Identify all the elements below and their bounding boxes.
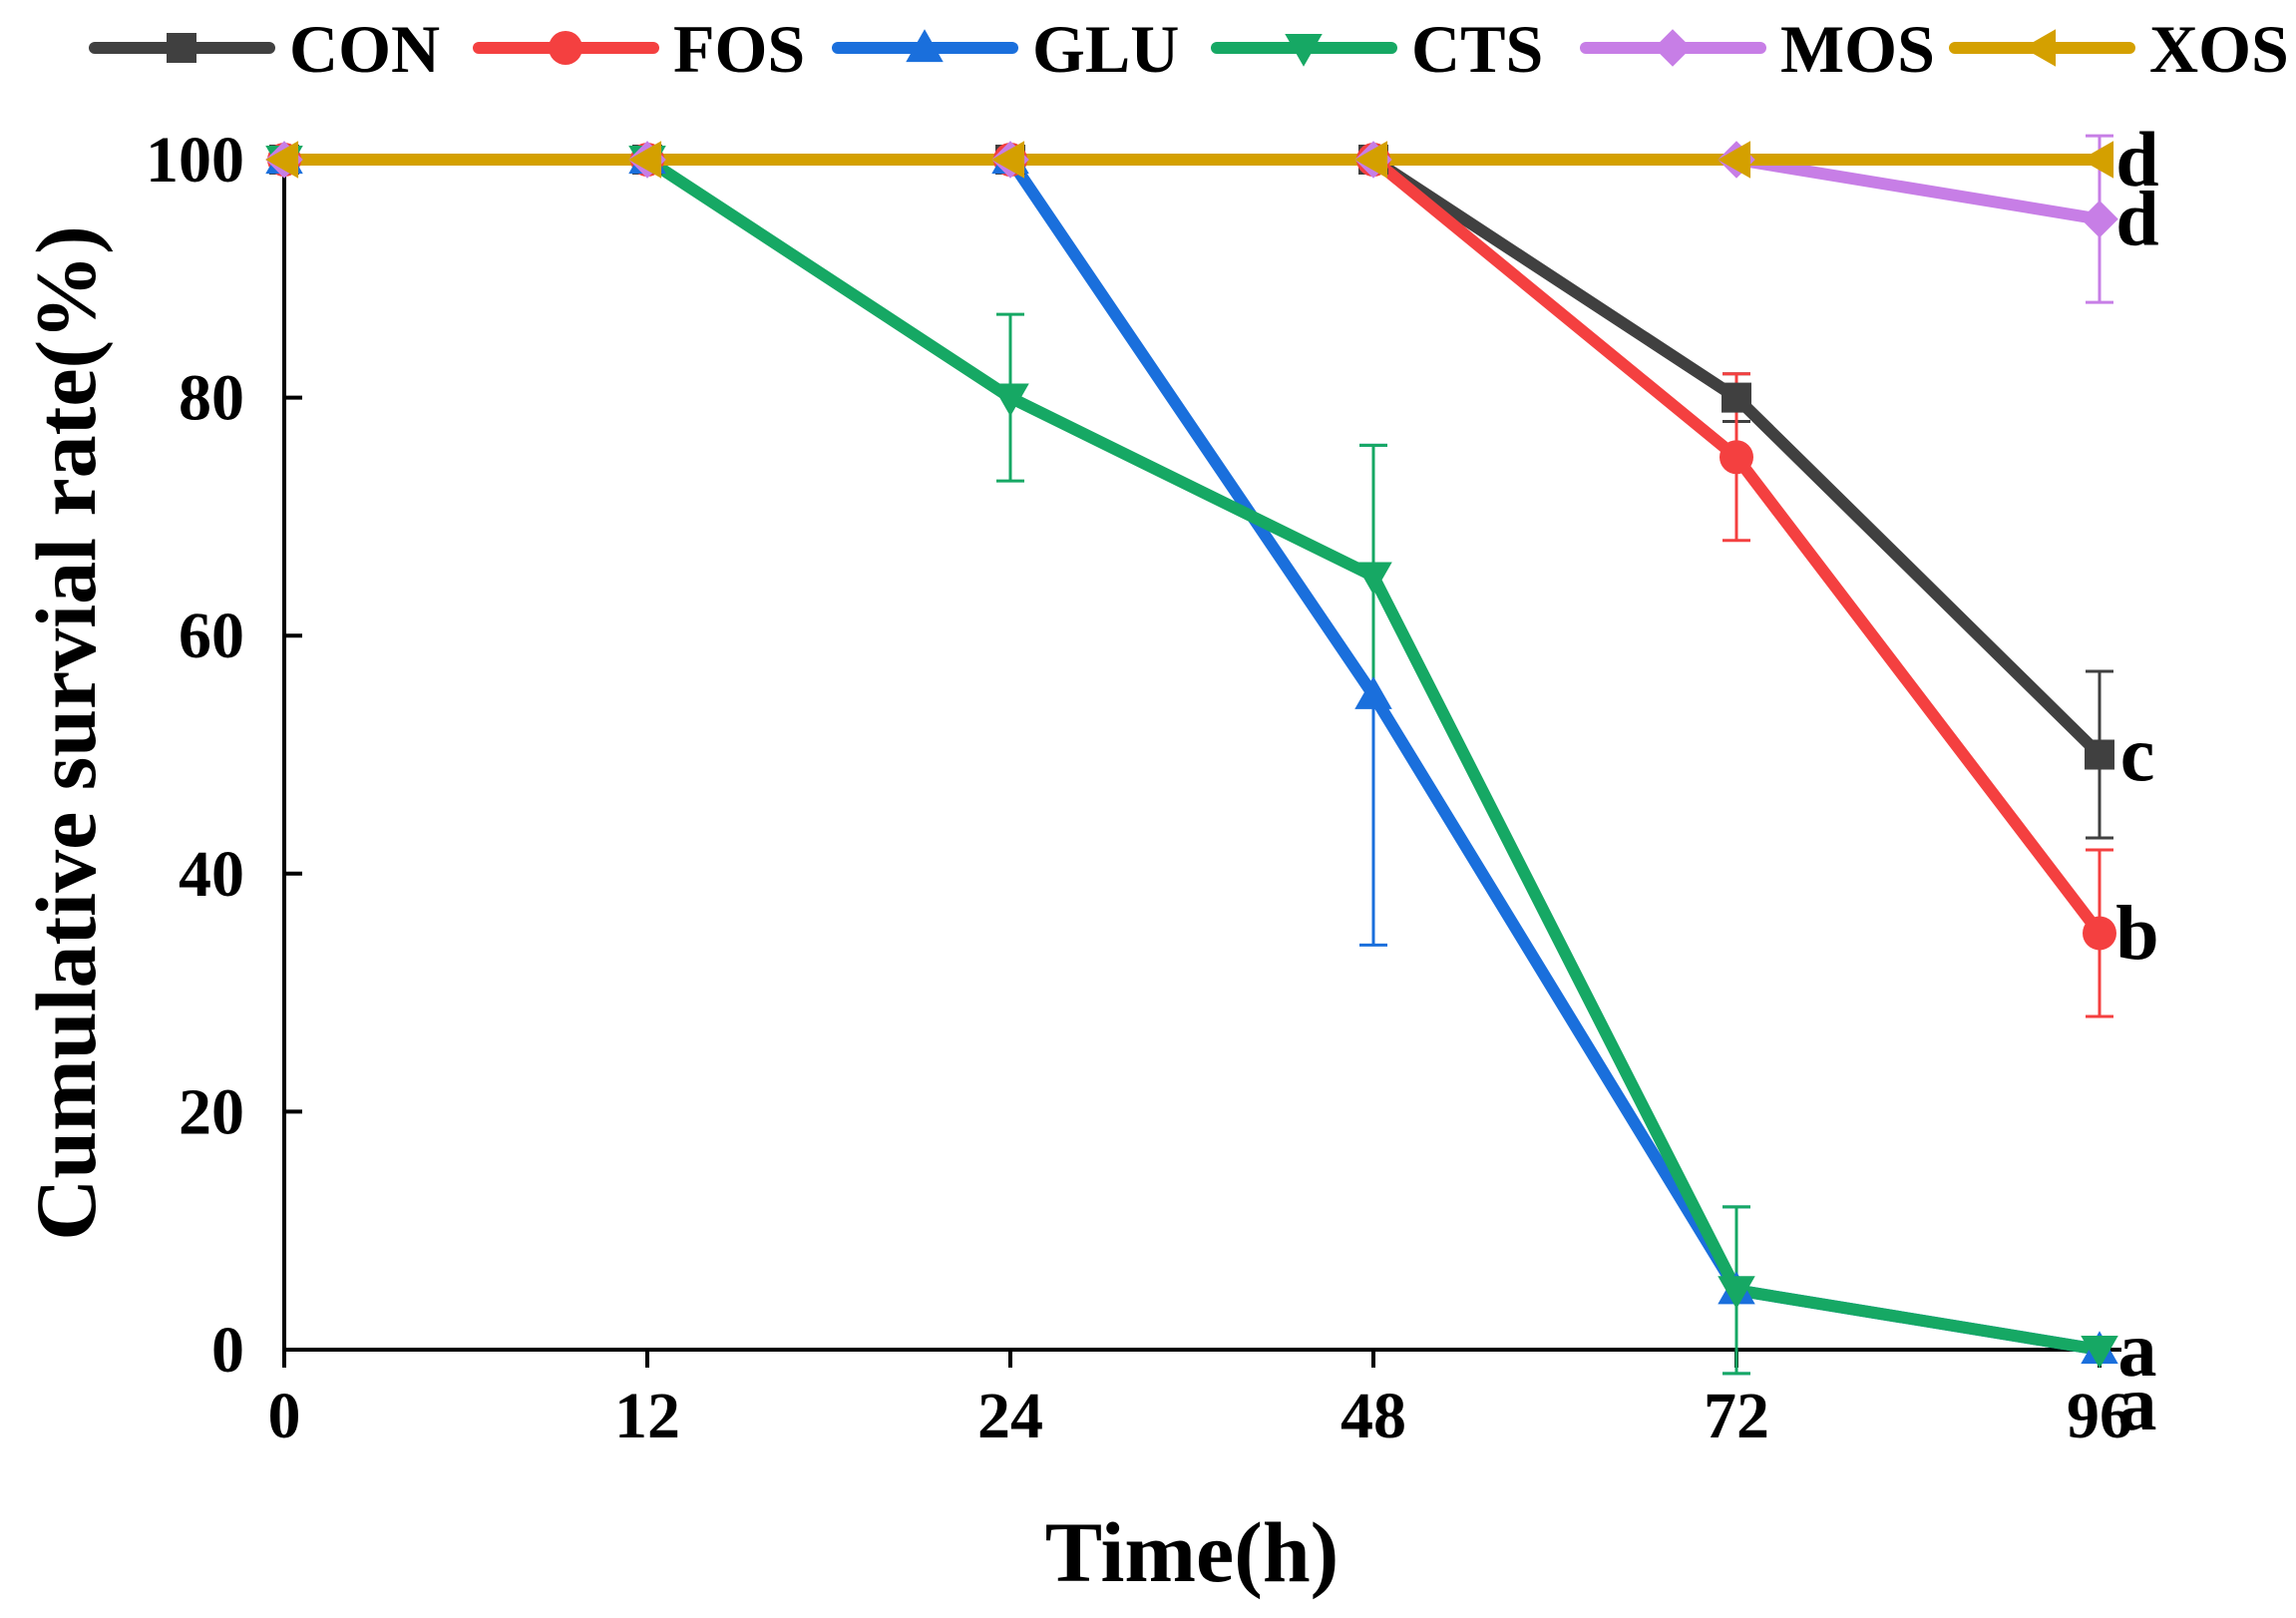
legend-item-glu: GLU <box>832 11 1179 87</box>
x-tick-label: 48 <box>1340 1380 1406 1452</box>
axes: 0 12 24 48 72 96 0 20 40 60 80 100 <box>146 124 2132 1452</box>
xos-data-point <box>265 141 299 179</box>
legend-marker-con <box>167 33 196 63</box>
glu-significance-label: a <box>2118 1306 2157 1393</box>
xos-data-point <box>2081 141 2114 179</box>
con-significance-label: c <box>2120 711 2155 798</box>
legend-label-con: CON <box>289 11 440 87</box>
legend-marker-cts <box>1285 33 1323 67</box>
legend-label-glu: GLU <box>1032 11 1179 87</box>
fos-series-line <box>278 154 2105 940</box>
series-lines <box>278 154 2105 1356</box>
legend-label-mos: MOS <box>1780 11 1935 87</box>
y-tick-label: 20 <box>179 1075 244 1148</box>
glu-series-line <box>278 154 2105 1356</box>
legend-marker-fos <box>549 31 582 65</box>
legend-label-fos: FOS <box>673 11 805 87</box>
y-tick-label: 40 <box>179 838 244 911</box>
y-tick-label: 80 <box>179 362 244 435</box>
glu-data-point <box>1354 676 1392 709</box>
y-tick-label: 0 <box>211 1314 244 1387</box>
legend-marker-mos <box>1654 29 1692 67</box>
legend-item-xos: XOS <box>1949 11 2289 87</box>
cts-significance-label: a <box>2118 1360 2157 1446</box>
cts-data-point <box>1718 1276 1755 1310</box>
fos-data-point <box>2083 916 2116 951</box>
y-tick-label: 100 <box>146 124 244 197</box>
cts-series-line <box>278 154 2105 1356</box>
mos-series-line <box>278 154 2105 225</box>
xos-data-point <box>628 141 662 179</box>
legend-label-cts: CTS <box>1411 11 1543 87</box>
legend-item-con: CON <box>89 11 440 87</box>
con-data-point <box>1722 382 1751 413</box>
cts-data-point <box>2081 1335 2118 1369</box>
mos-data-point <box>2081 200 2118 238</box>
legend-marker-glu <box>906 29 944 63</box>
series-markers <box>265 141 2118 1369</box>
x-tick-label: 72 <box>1704 1380 1769 1452</box>
cts-data-point <box>1354 562 1392 596</box>
mos-significance-label: d <box>2115 176 2158 262</box>
y-tick-label: 60 <box>179 600 244 672</box>
xos-data-point <box>1354 141 1388 179</box>
xos-data-point <box>991 141 1025 179</box>
legend-label-xos: XOS <box>2149 11 2289 87</box>
significance-labels: dd c b aa <box>2115 116 2158 1446</box>
x-tick-label: 12 <box>614 1380 680 1452</box>
x-axis-title: Time(h) <box>1045 1504 1339 1600</box>
con-data-point <box>2085 739 2114 770</box>
x-tick-label: 24 <box>977 1380 1043 1452</box>
fos-significance-label: b <box>2115 889 2158 976</box>
y-axis-title: Cumulative survial rate(%) <box>18 225 114 1241</box>
legend-item-cts: CTS <box>1211 11 1543 87</box>
legend-marker-xos <box>2023 29 2057 67</box>
cts-data-point <box>991 383 1029 417</box>
legend-item-mos: MOS <box>1580 11 1935 87</box>
fos-data-point <box>1720 440 1753 475</box>
legend: CON FOS GLU CTS MOS XOS <box>89 11 2289 87</box>
con-series-line <box>278 154 2105 761</box>
x-tick-label: 0 <box>268 1380 301 1452</box>
error-bars <box>996 134 2113 1376</box>
xos-data-point <box>1718 141 1751 179</box>
xos-significance-label: d <box>2115 116 2158 202</box>
x-tick-label: 96 <box>2067 1380 2132 1452</box>
legend-item-fos: FOS <box>473 11 805 87</box>
